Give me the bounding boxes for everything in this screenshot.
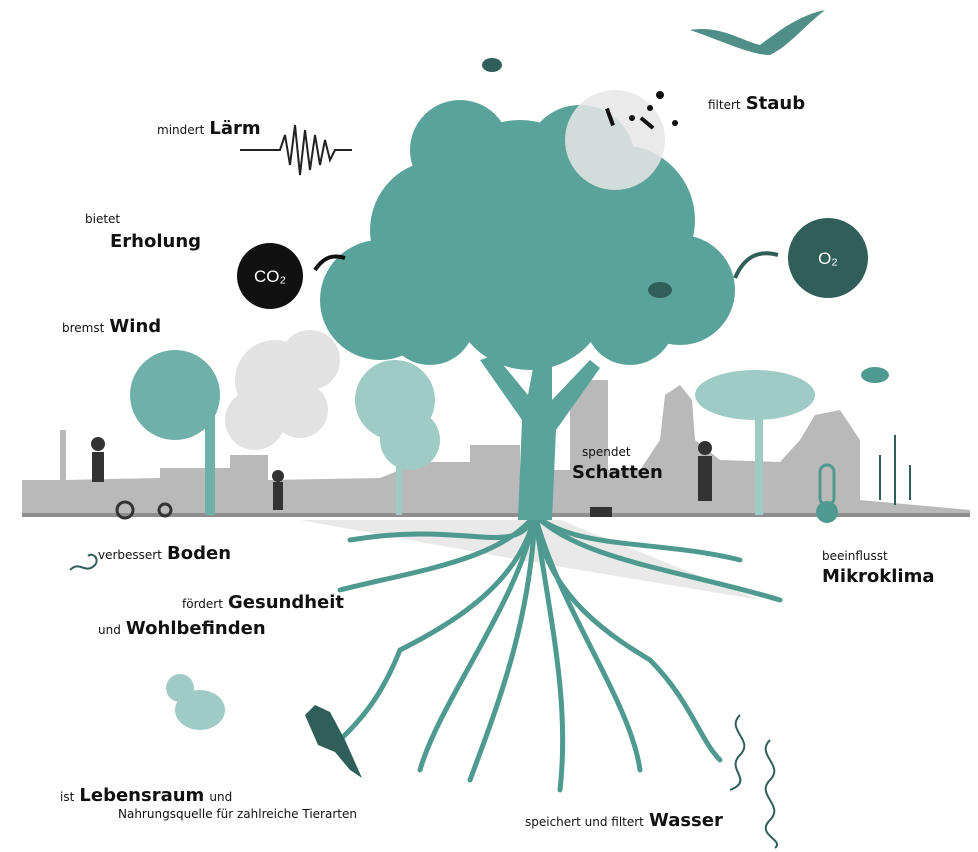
label-verb: bietet xyxy=(85,213,120,225)
label-noun: Staub xyxy=(746,93,805,114)
water-line xyxy=(766,740,777,848)
squirrel xyxy=(166,674,225,730)
label: ist Lebensraum und xyxy=(60,787,232,805)
label-noun: Schatten xyxy=(572,464,663,482)
label-text: Nahrungsquelle für zahlreiche Tierarten xyxy=(118,808,357,820)
butterfly xyxy=(648,282,672,298)
label-noun: Lebensraum xyxy=(79,785,204,806)
smoke xyxy=(225,330,340,450)
label-verb: speichert und filtert xyxy=(525,815,644,829)
label-verb: bremst xyxy=(62,321,104,335)
canopy xyxy=(320,100,735,370)
label: fördert Gesundheit xyxy=(182,594,344,612)
label-noun: Mikroklima xyxy=(822,568,935,586)
insect xyxy=(482,58,502,72)
water-line xyxy=(730,715,744,790)
label-verb: mindert xyxy=(157,123,204,137)
label-noun: Wasser xyxy=(649,810,723,831)
label: speichert und filtert Wasser xyxy=(525,812,723,830)
label-noun: Lärm xyxy=(209,118,260,139)
up-arrows xyxy=(880,435,910,505)
label: filtert Staub xyxy=(708,95,805,113)
label-verb: verbessert xyxy=(98,548,162,562)
label-verb: beeinflusst xyxy=(822,550,888,562)
label-noun: Wind xyxy=(109,316,161,337)
o2-label: O₂ xyxy=(818,249,838,268)
worm xyxy=(70,555,97,570)
label: und Wohlbefinden xyxy=(98,620,266,638)
label-verb: filtert xyxy=(708,98,741,112)
thermometer-bulb xyxy=(816,501,838,523)
label-noun: Gesundheit xyxy=(228,592,344,613)
co2-label: CO₂ xyxy=(254,267,286,286)
illustration: CO₂ O₂ xyxy=(0,0,978,852)
bird xyxy=(305,705,362,778)
label-verb: fördert xyxy=(182,597,223,611)
page: CO₂ O₂ mindert Lärm bietet Erholung brem… xyxy=(0,0,978,852)
label-noun: Wohlbefinden xyxy=(126,618,266,639)
label: verbessert Boden xyxy=(98,545,231,563)
bird xyxy=(690,10,825,55)
label-noun: Erholung xyxy=(110,233,201,251)
label-verb: und xyxy=(98,623,121,637)
label: mindert Lärm xyxy=(157,120,261,138)
label-noun: Boden xyxy=(167,543,231,564)
label-verb: ist xyxy=(60,790,74,804)
label: bremst Wind xyxy=(62,318,161,336)
label-verb: spendet xyxy=(582,446,631,458)
bird xyxy=(861,367,889,383)
label-verb: und xyxy=(209,790,232,804)
arrow xyxy=(735,253,778,278)
